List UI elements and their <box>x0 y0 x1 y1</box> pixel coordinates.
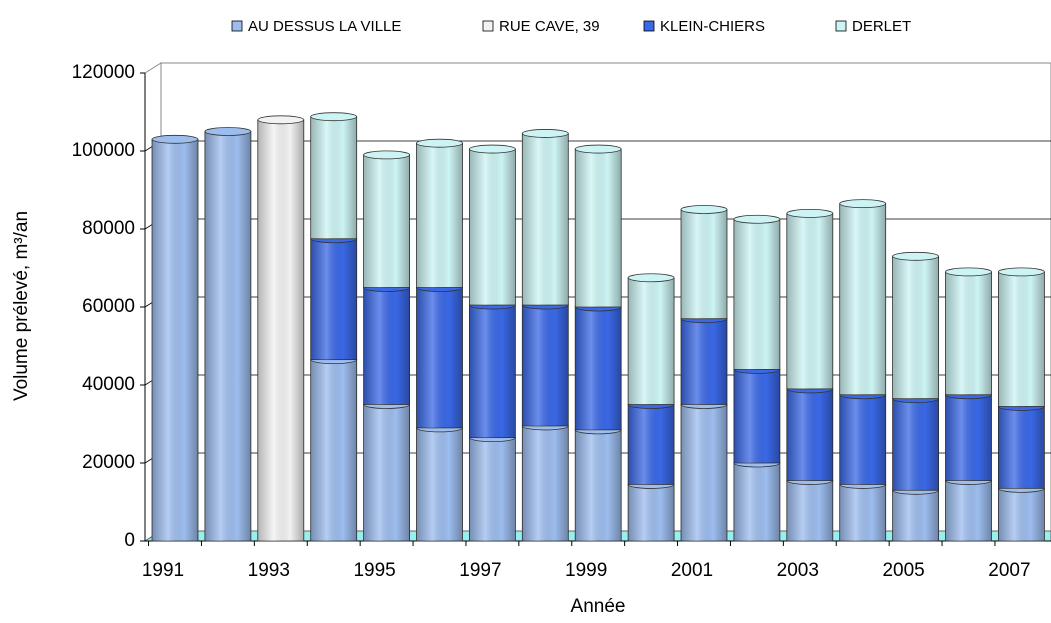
bar-shade <box>681 404 727 541</box>
y-tick-label: 120000 <box>72 62 135 83</box>
x-tick-label: 1997 <box>459 560 501 581</box>
bar-shade <box>522 305 569 426</box>
bar-shade <box>575 307 622 430</box>
bar-shade <box>945 394 992 481</box>
x-tick-label: 1991 <box>142 560 184 581</box>
legend-swatch <box>835 20 847 32</box>
bar-shade <box>310 238 357 360</box>
bar-shade <box>575 429 622 541</box>
bar-cap <box>945 267 992 277</box>
bar-shade <box>152 139 198 542</box>
bar-shade <box>363 287 410 405</box>
legend-swatch <box>482 20 494 32</box>
bar-shade <box>733 463 780 541</box>
y-tick-label: 80000 <box>82 218 135 239</box>
bar-shade <box>733 369 780 463</box>
bar-shade <box>469 149 516 306</box>
y-tick-label: 0 <box>124 530 135 551</box>
bar-shade <box>839 394 886 485</box>
bar-cap <box>680 205 728 214</box>
bar-cap <box>468 144 516 154</box>
bar-cap <box>310 112 358 122</box>
bar-shade <box>945 480 992 541</box>
bar-cap <box>204 127 252 136</box>
bar-shade <box>257 119 304 542</box>
legend-label: RUE CAVE, 39 <box>499 18 600 35</box>
bar-cap <box>892 251 939 261</box>
legend: AU DESSUS LA VILLE RUE CAVE, 39 KLEIN-CHIE… <box>231 18 911 35</box>
y-axis-title: Volume prélevé, m³/an <box>11 211 32 401</box>
bar-shade <box>204 131 251 541</box>
bar-shade <box>469 437 516 541</box>
bar-cap <box>998 267 1045 277</box>
legend-swatch <box>231 20 243 32</box>
bar-shade <box>522 133 569 306</box>
bar-shade <box>628 484 675 541</box>
bar-shade <box>786 388 833 481</box>
legend-label: AU DESSUS LA VILLE <box>248 18 401 35</box>
bar-shade <box>892 490 939 541</box>
bar-cap <box>733 214 781 224</box>
bar-cap <box>363 150 411 160</box>
bar-shade <box>522 425 569 541</box>
bar-shade <box>416 143 463 288</box>
bar-shade <box>628 404 675 485</box>
x-tick-label: 1999 <box>565 560 607 581</box>
bar-shade <box>892 398 939 491</box>
bar-shade <box>786 213 833 389</box>
bar-shade <box>363 404 410 541</box>
y-tick-label: 60000 <box>82 296 135 317</box>
bar-shade <box>839 484 886 541</box>
x-tick-label: 1995 <box>353 560 395 581</box>
x-tick-label: 2007 <box>988 560 1030 581</box>
bar-shade <box>998 488 1045 541</box>
x-tick-label: 2003 <box>777 560 819 581</box>
legend-label: DERLET <box>852 18 911 35</box>
bar-shade <box>733 219 780 370</box>
bar-cap <box>521 129 569 138</box>
y-tick-label: 40000 <box>82 374 135 395</box>
bar-shade <box>998 406 1045 489</box>
legend-swatch <box>643 20 655 32</box>
bar-cap <box>839 199 887 209</box>
x-tick-label: 2001 <box>671 560 713 581</box>
bar-cap <box>151 134 199 144</box>
bar-shade <box>575 149 622 307</box>
x-tick-label: 1993 <box>248 560 290 581</box>
x-tick-label: 2005 <box>882 560 924 581</box>
bar-cap <box>786 208 834 218</box>
legend-label: KLEIN-CHIERS <box>660 18 765 35</box>
bar-shade <box>681 318 727 405</box>
bar-cap <box>257 115 305 125</box>
bar-cap <box>574 144 622 154</box>
bar-shade <box>681 209 727 319</box>
bar-shade <box>892 256 939 399</box>
bar-shade <box>363 154 410 288</box>
bar-shade <box>310 359 357 541</box>
bar-shade <box>945 271 992 395</box>
bar-shade <box>416 427 463 541</box>
bar-shade <box>416 287 463 428</box>
x-axis-title: Année <box>571 596 626 617</box>
bar-shade <box>628 277 675 405</box>
bar-shade <box>839 203 886 395</box>
y-tick-label: 100000 <box>72 140 135 161</box>
bar-shade <box>310 116 357 239</box>
bar-shade <box>786 480 833 541</box>
bar-shade <box>998 271 1045 407</box>
bar-shade <box>469 305 516 438</box>
bar-cap <box>416 138 463 148</box>
bar-cap <box>627 273 675 283</box>
y-tick-label: 20000 <box>82 452 135 473</box>
